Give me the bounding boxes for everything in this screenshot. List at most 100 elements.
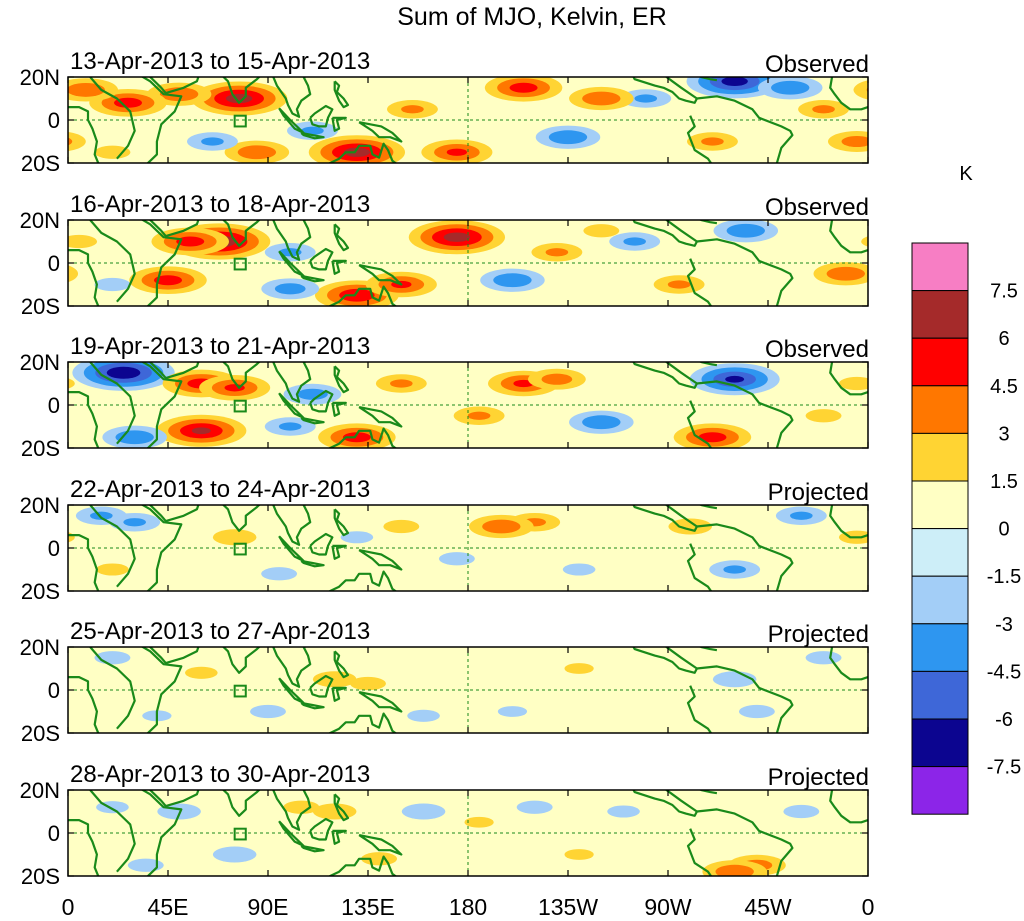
coastline [272,505,312,546]
coastline [632,790,698,817]
index-box [233,542,247,556]
contour-level [562,563,596,576]
coastline [221,790,261,817]
contour-level [278,422,302,431]
panel-5: 20N 0 20S 25-Apr-2013 to 27-Apr-2013 Project… [20,618,869,746]
panels: 20N 0 20S 13-Apr-2013 to 15-Apr-2013 Observe… [20,48,869,889]
coastline [221,362,261,389]
coastline [327,142,398,163]
contour-level [564,663,594,674]
contour-level [771,80,810,95]
coastline [358,834,403,856]
anomaly-blob [668,518,713,535]
colorbar-swatch [911,623,969,672]
panel-dates: 28-Apr-2013 to 30-Apr-2013 [70,761,370,788]
contour-level [738,704,775,719]
panel-3: 20N 0 20S 19-Apr-2013 to 21-Apr-2013 Observe… [20,333,869,461]
coastline [309,817,334,841]
colorbar-label: -7.5 [987,757,1021,779]
lat-label: 20S [21,436,60,461]
anomaly-blob [212,529,257,546]
anomaly-blob [673,423,752,448]
coastline [686,400,713,448]
coastline [333,650,350,679]
contour-level [68,378,75,389]
contour-level [805,651,842,665]
coastline [140,220,183,306]
contour-level [698,432,727,443]
coastline [300,131,325,140]
contour-level [866,87,868,93]
anomaly-blob [709,560,761,579]
coastline [89,362,136,445]
contour-level [446,148,468,156]
anomaly-blob [620,89,672,108]
coastline [68,249,100,306]
anomaly-blob [375,374,427,393]
lat-label: 20N [20,778,60,803]
anomaly-blob [531,242,583,262]
colorbar-label: 4.5 [990,376,1018,398]
anomaly-blob [569,86,634,111]
coastline [829,790,868,824]
colorbar-label: 0 [998,519,1009,541]
coastline [333,793,350,822]
index-box [233,399,247,413]
contour-level [274,283,306,295]
coastline [221,77,261,104]
contour-level [113,97,143,108]
contour-level [176,236,205,247]
coastline [829,647,868,681]
panel-dates: 13-Apr-2013 to 15-Apr-2013 [70,48,370,75]
contour-level [715,864,754,876]
panel-status: Projected [768,621,869,648]
coastline [829,220,868,254]
colorbar-label: 3 [998,423,1009,445]
colorbar-swatch [911,718,969,768]
contour-level [721,77,748,86]
coastline [148,505,200,523]
anomaly-blob [757,77,823,100]
anomaly-blob [438,552,475,566]
coastline [300,274,325,283]
anomaly-blob [187,132,238,151]
contour-level [153,275,183,286]
coastline [68,534,100,591]
contour-level [90,511,113,520]
anomaly-blob [408,220,506,255]
coastline [221,505,261,532]
contour-level [191,427,211,435]
coastline [829,362,868,396]
coastline [358,264,403,286]
coastline [696,238,794,306]
contour-level [723,565,746,574]
coastline [698,77,718,82]
coastline [148,220,200,238]
panel-6: 20N 0 20S 28-Apr-2013 to 30-Apr-2013 Project… [20,761,869,889]
anomaly-blob [224,140,290,163]
coastline [309,247,334,271]
anomaly-blob [68,378,75,389]
anomaly-blob [738,704,775,719]
anomaly-blob [261,278,320,300]
coastline [309,104,334,128]
contour-level [68,234,98,249]
colorbar-label: 1.5 [990,471,1018,493]
contour-level [159,87,199,102]
coastline [829,505,868,539]
contour-level [805,409,842,423]
contour-level [548,130,588,145]
anomaly-blob [94,277,131,292]
panel-status: Projected [768,479,869,506]
anomaly-blob [264,417,316,436]
lon-label: 45W [744,894,792,920]
anomaly-blob [350,676,386,691]
coastline [632,220,698,247]
contour-level [350,676,386,691]
colorbar-swatch [911,432,969,482]
anomaly-blob [469,514,534,539]
panel-dates: 25-Apr-2013 to 27-Apr-2013 [70,618,370,645]
lat-label: 20N [20,635,60,660]
coastline [333,223,350,252]
coastline [331,829,347,845]
